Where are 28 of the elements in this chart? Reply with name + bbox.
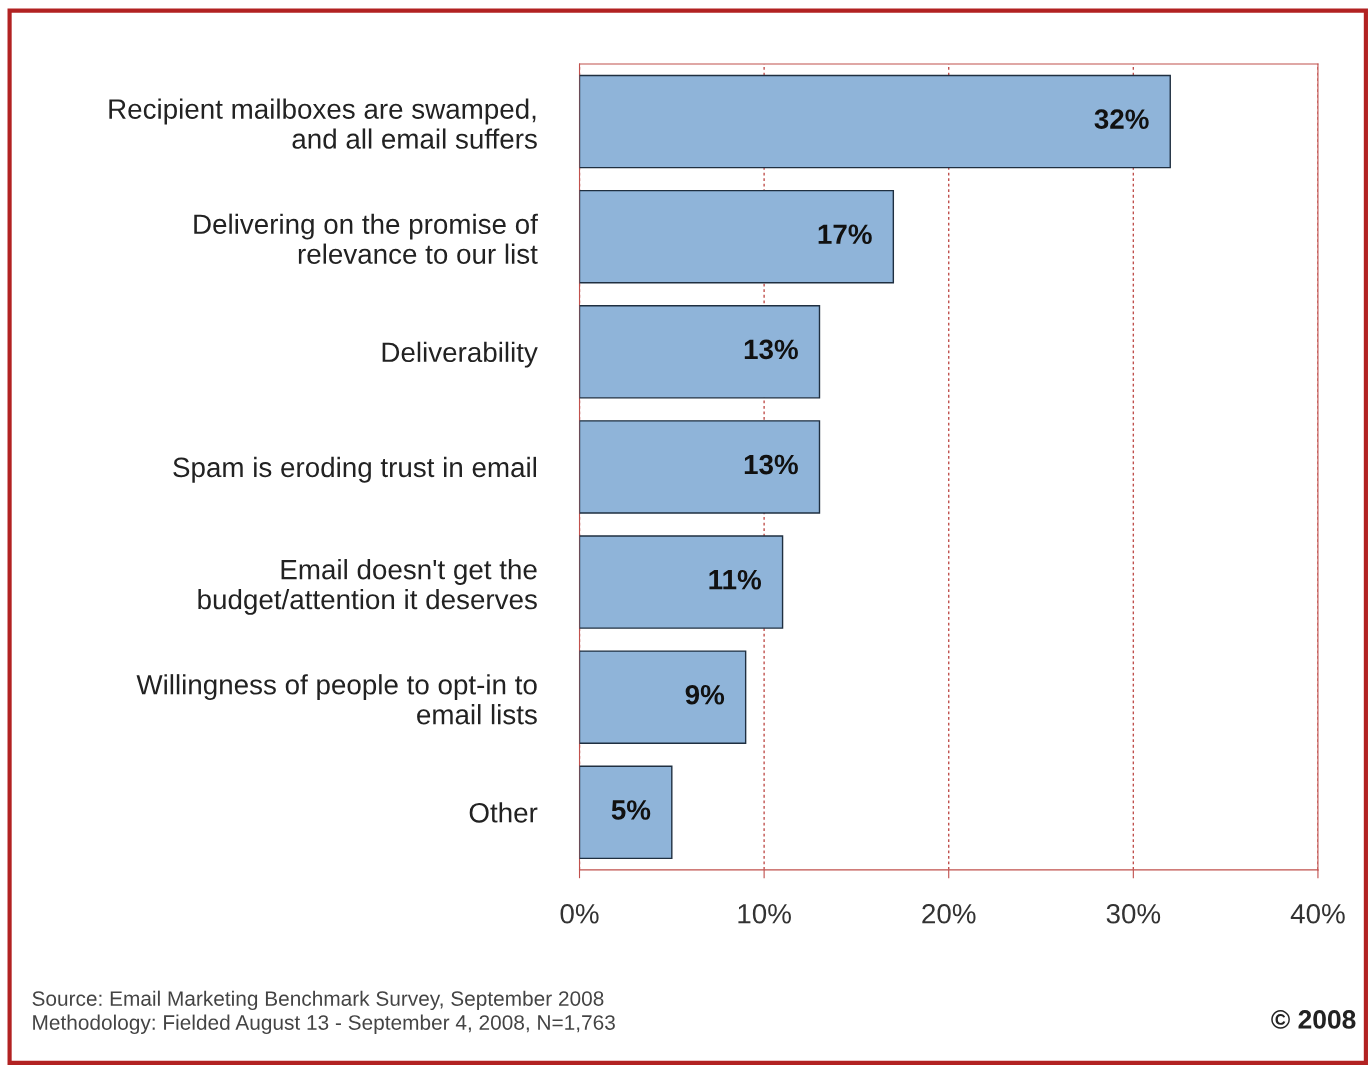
bar: [579, 535, 784, 629]
data-label: 5%: [611, 800, 651, 820]
y-tick-label: Delivering on the promise of relevance to our list: [194, 213, 538, 264]
x-tick-label: 0%: [560, 903, 599, 924]
data-label: 13%: [744, 339, 798, 360]
bar: [579, 765, 673, 860]
bar: [579, 420, 821, 514]
x-tick-label: 40%: [1290, 903, 1345, 924]
data-label: 32%: [1094, 109, 1149, 130]
data-label: 9%: [685, 684, 725, 705]
bar: [579, 650, 747, 744]
data-label: 17%: [818, 224, 872, 245]
bar: [579, 189, 895, 284]
bar: [579, 305, 821, 399]
y-tick-label: Willingness of people to opt-in to email lists: [136, 674, 537, 725]
x-tick-label: 10%: [738, 903, 791, 924]
data-label: 13%: [744, 454, 798, 475]
y-tick-label: Email doesn't get the budget/attention it deserves: [198, 559, 537, 615]
y-tick-label: Other: [469, 802, 538, 823]
data-label: 11%: [709, 569, 762, 590]
x-tick-label: 30%: [1106, 903, 1161, 924]
y-tick-label: Deliverability: [382, 341, 538, 368]
bar: [579, 74, 1171, 169]
y-tick-label: Recipient mailboxes are swamped, and all email suffers: [109, 98, 537, 149]
text: © 2008: [1271, 1010, 1356, 1029]
x-tick-label: 20%: [922, 903, 976, 924]
source-note: Source: Email Marketing Benchmark Survey, September 2008 Methodology: Fielded August 13 - September 4, 2008, N=1,763: [32, 990, 615, 1035]
y-tick-label: Spam is eroding trust in email: [173, 456, 537, 483]
